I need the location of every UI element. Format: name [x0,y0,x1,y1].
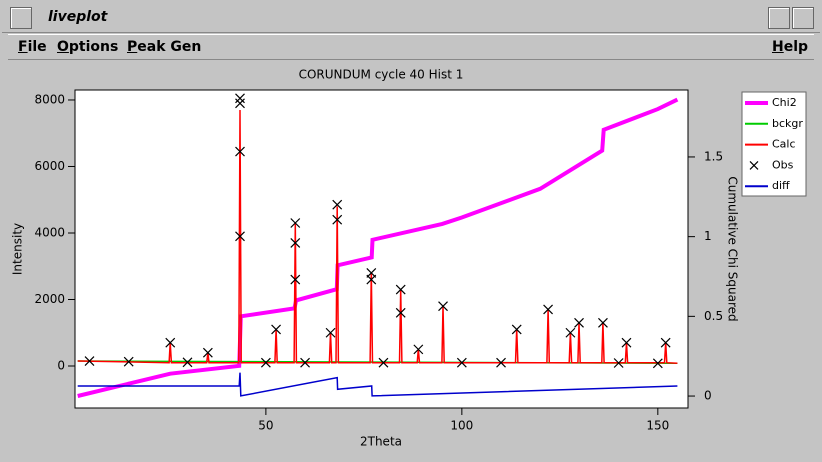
obs-marker [123,356,134,367]
legend-label: Obs [772,158,794,171]
obs-marker [202,347,213,358]
obs-marker [543,304,554,315]
y-tick-label: 0 [57,359,65,373]
series-line [77,109,678,365]
x-tick-label: 50 [258,419,273,433]
series-line [77,97,679,398]
series-line [77,372,678,397]
legend-label: bckgr [772,117,803,130]
legend-swatch [749,160,759,170]
menu-item[interactable]: Peak Gen [127,39,202,55]
chart-title: CORUNDUM cycle 40 Hist 1 [299,68,464,82]
obs-marker [332,214,343,225]
y-tick-label: 4000 [34,225,65,239]
menu-item[interactable]: File [18,39,47,55]
obs-marker [613,358,624,368]
minimize-button[interactable] [768,7,790,29]
obs-marker [290,218,301,228]
obs-marker [235,231,245,242]
y2-axis-label: Cumulative Chi Squared [726,176,740,321]
obs-marker [621,337,632,348]
plot-area [74,89,689,409]
y-axis-label: Intensity [11,223,25,275]
obs-marker [413,344,424,355]
y2-tick-label: 0 [704,389,712,403]
menu-item[interactable]: Options [57,39,119,55]
x-tick-label: 100 [450,419,473,433]
obs-marker [290,274,301,285]
x-tick-label: 150 [646,419,669,433]
obs-marker [565,327,576,338]
obs-marker [438,301,448,312]
obs-marker [182,357,193,368]
obs-marker [598,317,608,328]
obs-marker [395,307,406,318]
obs-marker [456,357,467,368]
obs-marker [496,357,506,368]
obs-marker [660,337,671,348]
y2-tick-label: 1.5 [704,149,723,163]
obs-marker [290,238,301,248]
obs-marker [235,146,245,157]
obs-marker [378,357,389,368]
menu-bar: File Options Peak Gen Help [8,34,814,60]
y2-tick-label: 1 [704,229,712,243]
title-bar: liveplot [2,2,820,33]
y-tick-label: 2000 [34,292,65,306]
obs-marker [300,357,310,368]
obs-marker [332,199,343,210]
obs-marker [366,274,377,285]
obs-marker [511,324,522,335]
legend-label: diff [772,179,790,192]
obs-marker [574,317,584,328]
obs-marker [84,356,95,366]
obs-marker [235,98,245,109]
obs-marker [325,327,336,338]
y-tick-label: 8000 [34,92,65,106]
legend-label: Calc [772,138,796,151]
window-title: liveplot [48,9,108,25]
x-axis-label: 2Theta [360,435,402,449]
obs-marker [235,93,245,104]
menu-item[interactable]: Help [772,39,809,55]
obs-marker [395,284,406,295]
obs-marker [271,324,281,335]
y2-tick-label: 0.5 [704,309,723,323]
obs-marker [165,337,176,348]
window-menu-button[interactable] [10,7,32,29]
obs-marker [652,358,663,369]
legend-label: Chi2 [772,96,797,109]
obs-marker [260,357,271,368]
maximize-button[interactable] [792,7,814,29]
y-tick-label: 6000 [34,159,65,173]
